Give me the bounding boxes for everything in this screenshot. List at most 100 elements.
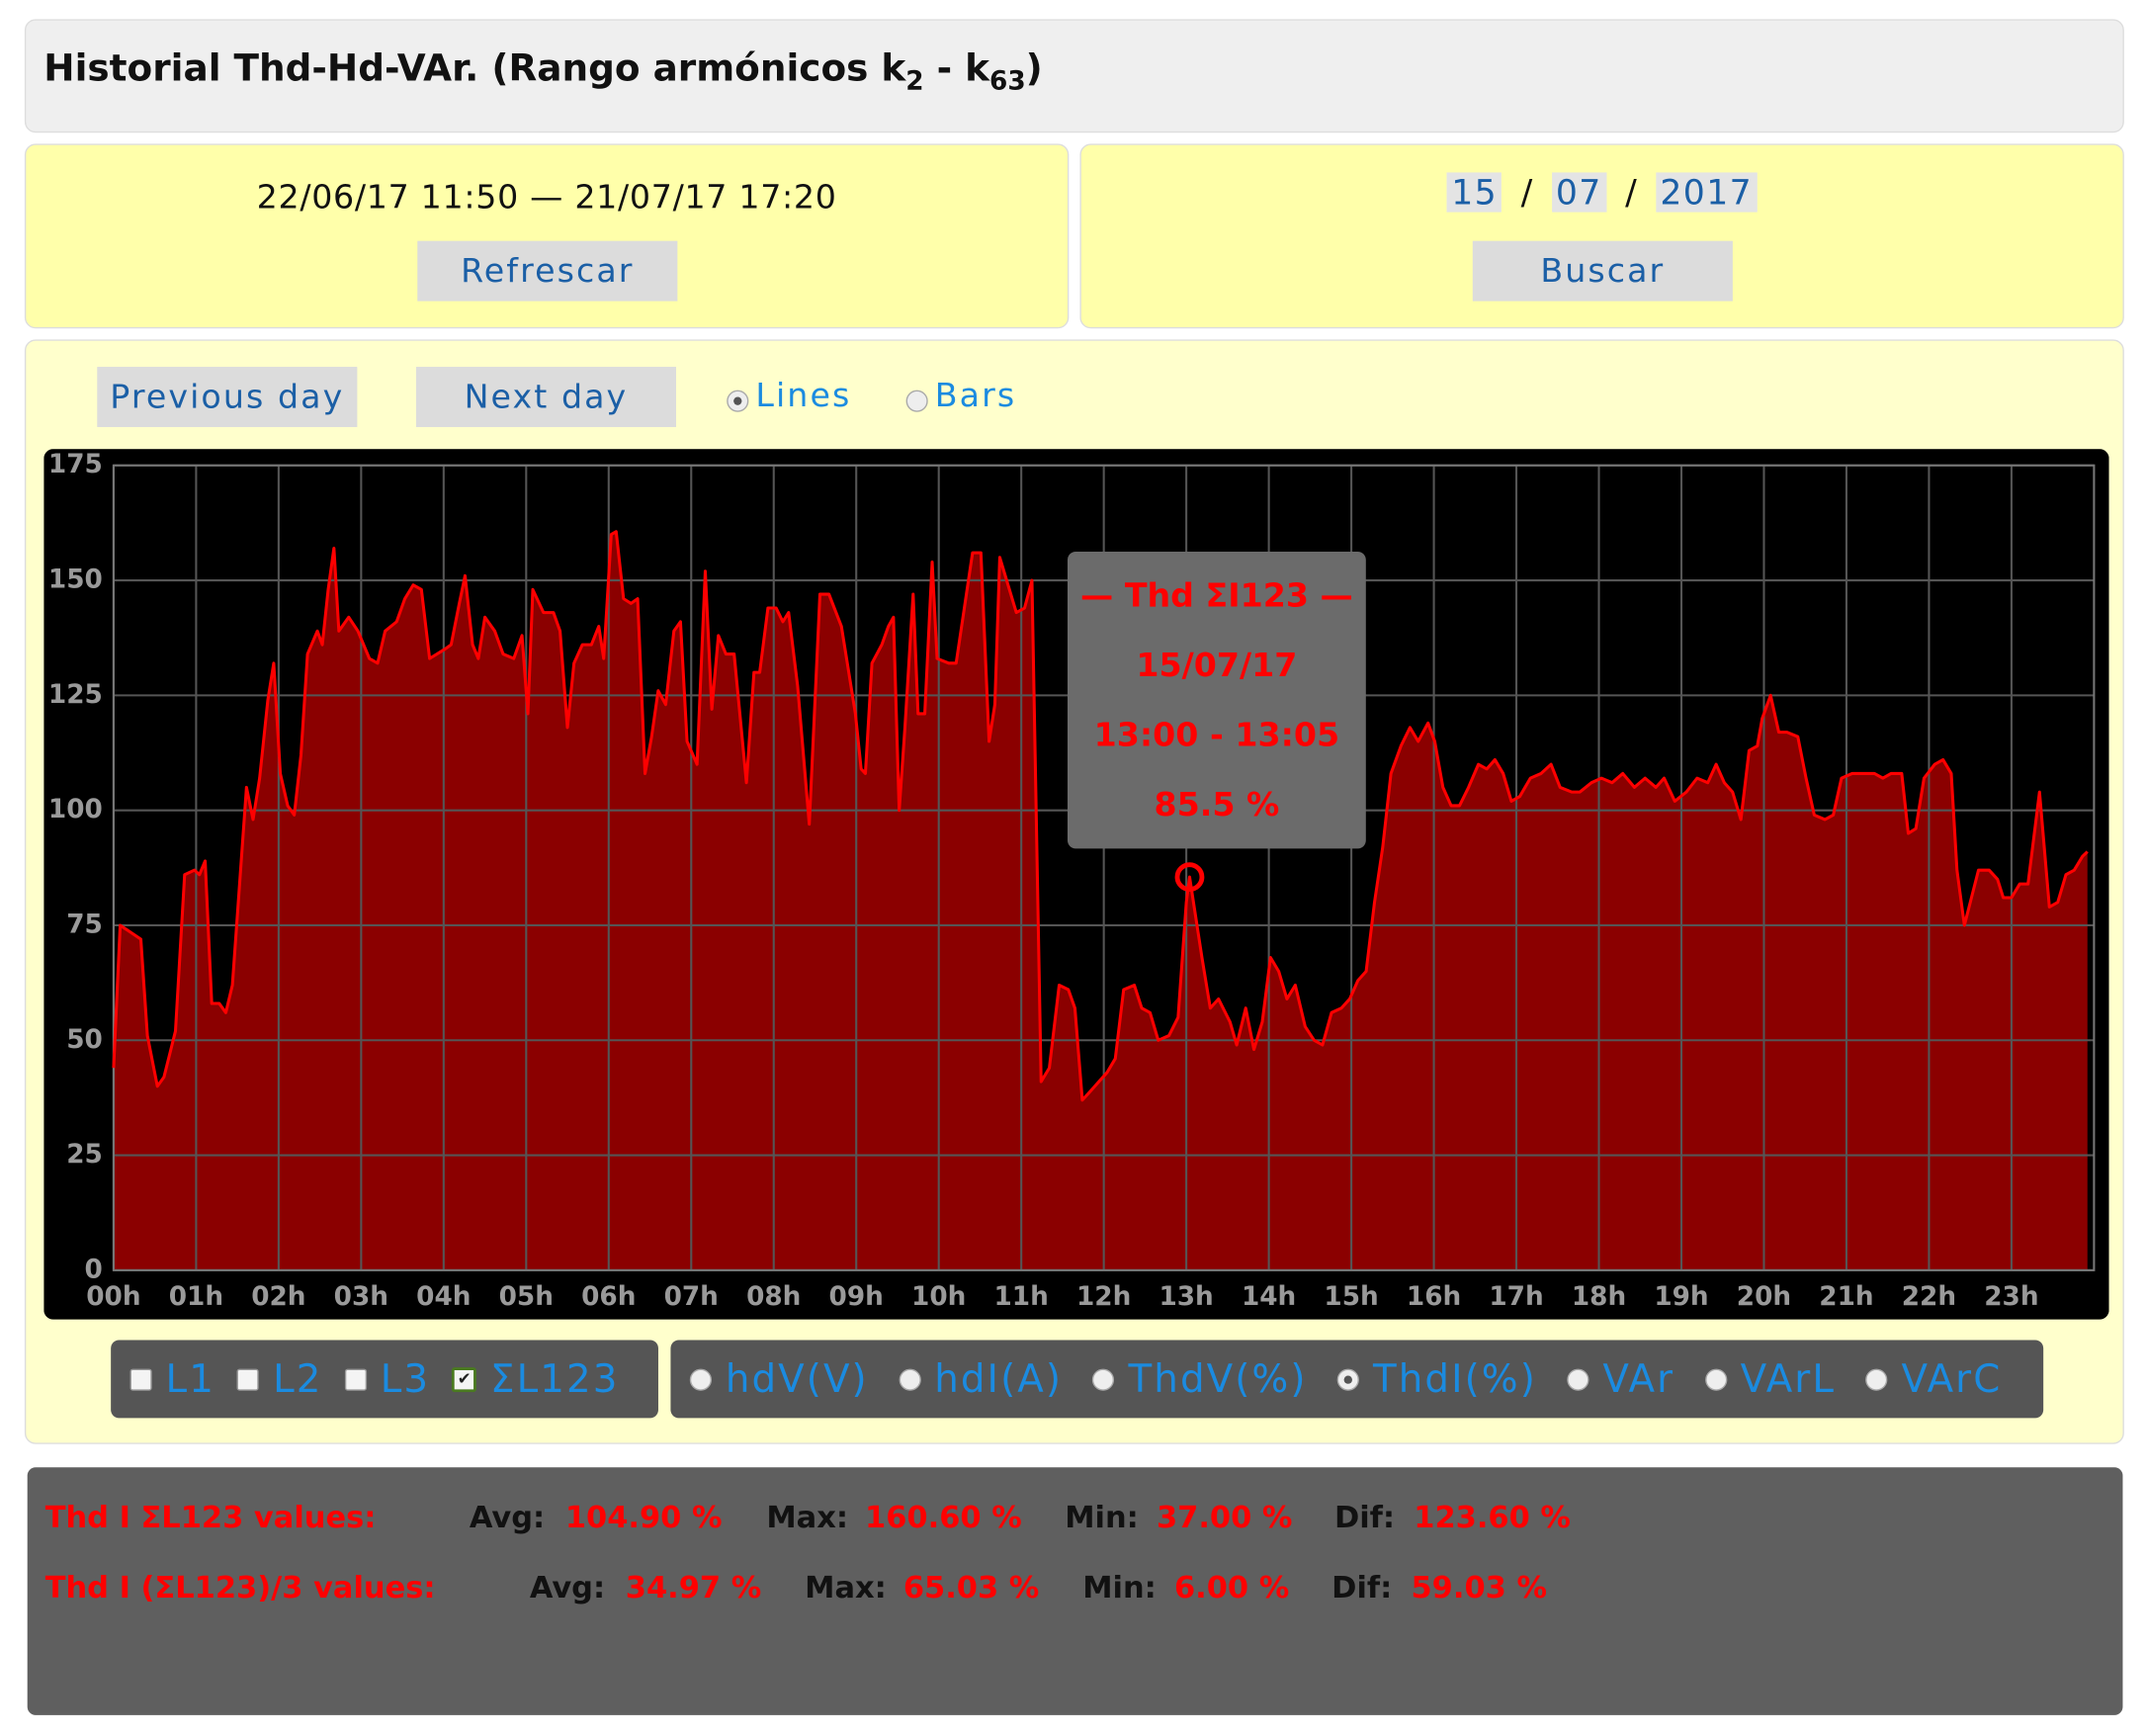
y-tick-label: 50	[66, 1025, 103, 1055]
stat-min: 37.00 %	[1156, 1501, 1293, 1536]
y-tick-label: 75	[66, 910, 103, 939]
plot-frame	[112, 464, 2096, 1271]
checkbox[interactable]	[129, 1367, 152, 1391]
stat-avg: 104.90 %	[564, 1501, 723, 1536]
x-tick-label: 16h	[1407, 1282, 1461, 1312]
chart: 0 25 50 75 100 125 150 175 00h 01h 02h 03h 04h 05h 06h…	[43, 449, 2109, 1320]
radio[interactable]	[899, 1367, 921, 1391]
stat-min-label: Min:	[1082, 1571, 1157, 1606]
date-separator: /	[1625, 172, 1637, 213]
measure-label[interactable]: VAr	[1602, 1356, 1675, 1402]
phase-label[interactable]: L1	[165, 1356, 215, 1402]
search-button[interactable]: Buscar	[1472, 240, 1733, 302]
measure-label[interactable]: ThdI(%)	[1373, 1356, 1537, 1402]
header: Historial Thd-Hd-VAr. (Rango armónicos k…	[24, 19, 2124, 133]
date-panel: 15 / 07 / 2017 Buscar	[1079, 143, 2124, 329]
y-tick-label: 25	[66, 1140, 103, 1170]
x-tick-label: 01h	[169, 1282, 223, 1312]
tooltip-value: 85.5 %	[1154, 785, 1280, 825]
stat-max: 65.03 %	[902, 1571, 1040, 1606]
lines-option[interactable]: Lines	[727, 377, 851, 415]
chart-panel: Previous day Next day Lines Bars 0 25 50 75…	[24, 339, 2124, 1444]
stat-dif: 59.03 %	[1411, 1571, 1547, 1606]
phase-group: L1 L2 L3 ✔ ΣL123	[111, 1340, 658, 1419]
measure-label[interactable]: hdI(A)	[934, 1356, 1064, 1402]
x-tick-label: 18h	[1572, 1282, 1626, 1312]
radio[interactable]	[1567, 1367, 1589, 1391]
x-tick-label: 10h	[911, 1282, 966, 1312]
stat-avg-label: Avg:	[529, 1571, 606, 1606]
x-tick-label: 07h	[664, 1282, 719, 1312]
highlight-point	[1174, 862, 1205, 893]
next-day-button[interactable]: Next day	[415, 367, 676, 427]
x-tick-label: 00h	[86, 1282, 140, 1312]
x-tick-label: 03h	[334, 1282, 388, 1312]
x-tick-label: 15h	[1324, 1282, 1378, 1312]
x-tick-label: 14h	[1242, 1282, 1296, 1312]
stat-max-label: Max:	[805, 1571, 887, 1606]
radio[interactable]	[905, 389, 928, 412]
x-tick-label: 20h	[1737, 1282, 1791, 1312]
y-tick-label: 175	[48, 450, 103, 479]
tooltip-title: — Thd ΣI123 —	[1080, 575, 1353, 615]
title-text: )	[1025, 47, 1043, 91]
x-tick-label: 23h	[1984, 1282, 2038, 1312]
stat-min-label: Min:	[1065, 1501, 1139, 1536]
title-text: Historial Thd-Hd-VAr. (Rango armónicos k	[43, 47, 906, 91]
month-input[interactable]: 07	[1551, 172, 1606, 213]
measure-label[interactable]: VArL	[1740, 1356, 1837, 1402]
y-tick-label: 100	[48, 795, 103, 825]
tooltip: — Thd ΣI123 — 15/07/17 13:00 - 13:05 85.5 %	[1067, 551, 1366, 849]
bars-option[interactable]: Bars	[905, 376, 1017, 415]
title-sub: 63	[989, 66, 1026, 97]
x-tick-label: 08h	[746, 1282, 801, 1312]
x-tick-label: 05h	[499, 1282, 554, 1312]
stat-avg: 34.97 %	[625, 1571, 762, 1606]
phase-label[interactable]: L2	[273, 1356, 323, 1402]
previous-day-button[interactable]: Previous day	[97, 367, 358, 427]
radio[interactable]	[1337, 1367, 1360, 1391]
checkbox[interactable]	[237, 1367, 260, 1391]
x-tick-label: 13h	[1159, 1282, 1213, 1312]
x-tick-label: 17h	[1489, 1282, 1543, 1312]
stat-label: Thd I (ΣL123)/3 values:	[44, 1571, 436, 1606]
title-sub: 2	[905, 66, 924, 97]
stat-min: 6.00 %	[1173, 1571, 1290, 1606]
radio[interactable]	[1865, 1367, 1888, 1391]
x-tick-label: 22h	[1902, 1282, 1956, 1312]
checkbox[interactable]: ✔	[452, 1366, 477, 1392]
page-title: Historial Thd-Hd-VAr. (Rango armónicos k…	[43, 47, 1042, 96]
radio[interactable]	[689, 1367, 712, 1391]
year-input[interactable]: 2017	[1656, 172, 1758, 213]
y-tick-label: 125	[48, 680, 103, 710]
lines-label[interactable]: Lines	[755, 376, 852, 415]
day-input[interactable]: 15	[1447, 172, 1502, 213]
radio[interactable]	[1092, 1367, 1115, 1391]
title-text: - k	[923, 47, 990, 91]
measure-label[interactable]: VArC	[1901, 1356, 2003, 1402]
stat-max: 160.60 %	[865, 1501, 1022, 1536]
phase-label[interactable]: ΣL123	[490, 1356, 620, 1402]
range-text: 22/06/17 11:50 — 21/07/17 17:20	[256, 177, 837, 217]
x-tick-label: 21h	[1819, 1282, 1873, 1312]
radio[interactable]	[727, 389, 749, 412]
tooltip-time: 13:00 - 13:05	[1093, 716, 1340, 754]
measure-label[interactable]: ThdV(%)	[1128, 1356, 1308, 1402]
measure-label[interactable]: hdV(V)	[725, 1356, 869, 1402]
stat-dif-label: Dif:	[1331, 1571, 1393, 1606]
radio[interactable]	[1704, 1367, 1727, 1391]
refresh-button[interactable]: Refrescar	[417, 240, 678, 302]
x-tick-label: 04h	[416, 1282, 471, 1312]
phase-label[interactable]: L3	[380, 1356, 431, 1402]
date-inputs: 15 / 07 / 2017	[1081, 172, 2123, 213]
tooltip-date: 15/07/17	[1136, 646, 1298, 685]
date-separator: /	[1520, 172, 1533, 213]
stat-avg-label: Avg:	[469, 1501, 546, 1536]
bars-label[interactable]: Bars	[934, 376, 1017, 415]
stat-max-label: Max:	[766, 1501, 849, 1536]
x-tick-label: 09h	[829, 1282, 884, 1312]
line	[112, 530, 2089, 1102]
checkbox[interactable]	[344, 1367, 367, 1391]
